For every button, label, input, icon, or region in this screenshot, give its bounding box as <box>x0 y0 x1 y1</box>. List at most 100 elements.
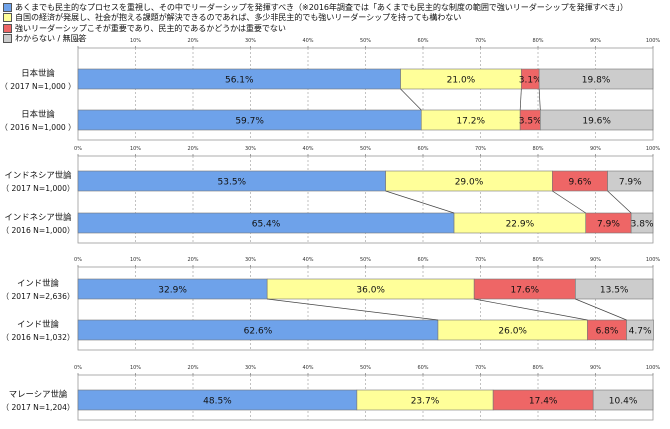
bar-segment <box>575 278 654 300</box>
tick-label: 80% <box>532 146 543 152</box>
data-label: 6.8% <box>596 327 619 337</box>
data-label: 9.6% <box>569 178 592 188</box>
row-label: マレーシア世論 <box>9 389 68 399</box>
tick-label: 40% <box>302 146 313 152</box>
tick-label: 50% <box>360 38 371 44</box>
series-connector-line <box>385 190 455 214</box>
tick-label: 10% <box>130 257 141 263</box>
tick-label: 0% <box>74 257 82 263</box>
bar-segment <box>539 109 654 131</box>
bar-segment <box>538 68 654 90</box>
row-label: インド世論 <box>17 278 59 288</box>
legend-item-economy-first: 自国の経済が発展し、社会が抱える課題が解決できるのであれば、多少非民主的でも強い… <box>3 12 667 24</box>
row-sublabel: （ 2016 N=1,032） <box>1 333 74 342</box>
data-label: 32.9% <box>158 286 187 296</box>
bar-segment <box>626 319 654 341</box>
series-connector-line <box>552 190 586 214</box>
data-label: 13.5% <box>600 286 629 296</box>
tick-label: 10% <box>130 365 141 371</box>
tick-label: 60% <box>417 146 428 152</box>
data-label: 3.1% <box>519 76 542 86</box>
row-sublabel: （ 2017 N=1,000） <box>1 184 74 193</box>
tick-label: 30% <box>245 146 256 152</box>
row-label: 日本世論 <box>21 68 55 78</box>
series-connector-line <box>267 298 438 321</box>
tick-label: 70% <box>475 257 486 263</box>
row-sublabel: （ 2017 N=1,000 ） <box>0 82 76 91</box>
bar-segment <box>607 170 654 192</box>
data-label: 23.7% <box>411 397 440 407</box>
tick-label: 30% <box>245 38 256 44</box>
tick-label: 20% <box>187 146 198 152</box>
data-label: 26.0% <box>498 327 527 337</box>
data-label: 7.9% <box>619 178 642 188</box>
series-connector-line <box>474 298 588 321</box>
row-label: インドネシア世論 <box>5 212 73 222</box>
data-label: 17.2% <box>456 117 485 127</box>
series-connector-line <box>400 88 422 111</box>
tick-label: 50% <box>360 257 371 263</box>
tick-label: 40% <box>302 257 313 263</box>
tick-label: 50% <box>360 365 371 371</box>
tick-label: 10% <box>130 146 141 152</box>
tick-label: 100% <box>646 146 661 152</box>
row-sublabel: （ 2016 N=1,000） <box>1 226 74 235</box>
tick-label: 30% <box>245 365 256 371</box>
legend-label: 自国の経済が発展し、社会が抱える課題が解決できるのであれば、多少非民主的でも強い… <box>15 12 462 23</box>
tick-label: 50% <box>360 146 371 152</box>
tick-label: 100% <box>646 38 661 44</box>
tick-label: 40% <box>302 365 313 371</box>
data-label: 17.6% <box>510 286 539 296</box>
chart-legend: あくまでも民主的なプロセスを重視し、その中でリーダーシップを発揮すべき（※201… <box>3 2 667 44</box>
data-label: 53.5% <box>218 178 247 188</box>
data-label: 56.1% <box>225 76 254 86</box>
tick-label: 70% <box>475 365 486 371</box>
legend-label: あくまでも民主的なプロセスを重視し、その中でリーダーシップを発揮すべき（※201… <box>15 1 628 12</box>
legend-label: わからない / 無回答 <box>15 33 87 44</box>
row-sublabel: （ 2016 N=1,000 ） <box>0 123 76 132</box>
tick-label: 90% <box>590 257 601 263</box>
legend-item-no-answer: わからない / 無回答 <box>3 33 667 45</box>
tick-label: 20% <box>187 38 198 44</box>
tick-label: 0% <box>74 365 82 371</box>
tick-label: 90% <box>590 38 601 44</box>
tick-label: 10% <box>130 38 141 44</box>
data-label: 62.6% <box>244 327 273 337</box>
row-label: インドネシア世論 <box>5 170 73 180</box>
bar-segment <box>630 212 654 234</box>
data-label: 3.5% <box>519 117 542 127</box>
series-connector-line <box>519 88 522 111</box>
legend-item-democratic-process: あくまでも民主的なプロセスを重視し、その中でリーダーシップを発揮すべき（※201… <box>3 2 667 13</box>
legend-label: 強いリーダーシップこそが重要であり、民主的であるかどうかは重要でない <box>15 22 286 33</box>
series-connector-line <box>607 190 632 214</box>
tick-label: 100% <box>646 257 661 263</box>
tick-label: 40% <box>302 38 313 44</box>
tick-label: 90% <box>590 365 601 371</box>
data-label: 29.0% <box>455 178 484 188</box>
data-label: 59.7% <box>235 117 264 127</box>
series-connector-line <box>575 298 627 321</box>
data-label: 10.4% <box>609 397 638 407</box>
data-label: 21.0% <box>447 76 476 86</box>
tick-label: 20% <box>187 257 198 263</box>
tick-label: 70% <box>475 38 486 44</box>
row-label: 日本世論 <box>21 109 55 119</box>
row-sublabel: （ 2017 N=2,636） <box>1 292 74 301</box>
tick-label: 60% <box>417 38 428 44</box>
data-label: 36.0% <box>356 286 385 296</box>
legend-item-strong-leadership: 強いリーダーシップこそが重要であり、民主的であるかどうかは重要でない <box>3 23 667 34</box>
data-label: 17.4% <box>529 397 558 407</box>
tick-label: 30% <box>245 257 256 263</box>
legend-swatch-blue <box>3 2 12 12</box>
data-label: 22.9% <box>506 220 535 230</box>
data-label: 19.6% <box>582 117 611 127</box>
series-connector-line <box>538 88 541 111</box>
data-label: 4.7% <box>629 327 652 337</box>
data-label: 65.4% <box>252 220 281 230</box>
tick-label: 80% <box>532 365 543 371</box>
data-label: 19.8% <box>582 76 611 86</box>
tick-label: 80% <box>532 38 543 44</box>
legend-swatch-gray <box>3 34 12 44</box>
tick-label: 0% <box>74 38 82 44</box>
